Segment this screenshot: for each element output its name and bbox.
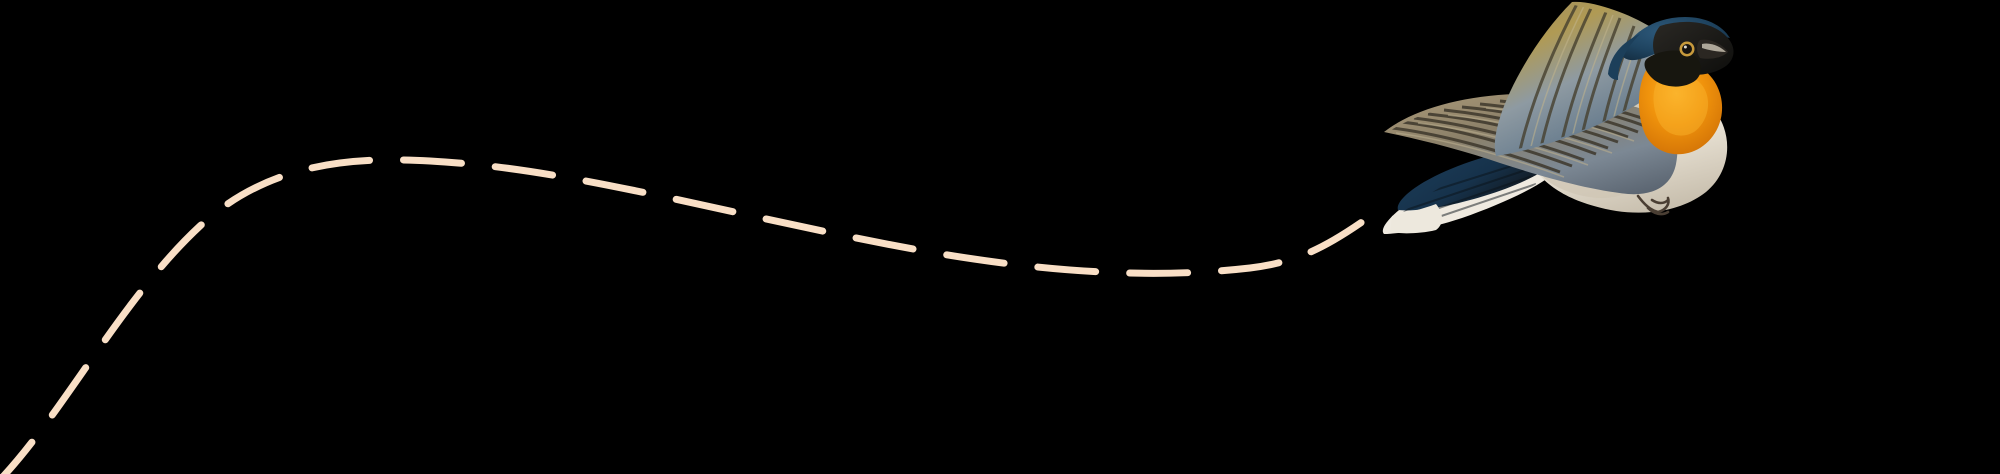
dashed-trail-path (0, 156, 1366, 474)
